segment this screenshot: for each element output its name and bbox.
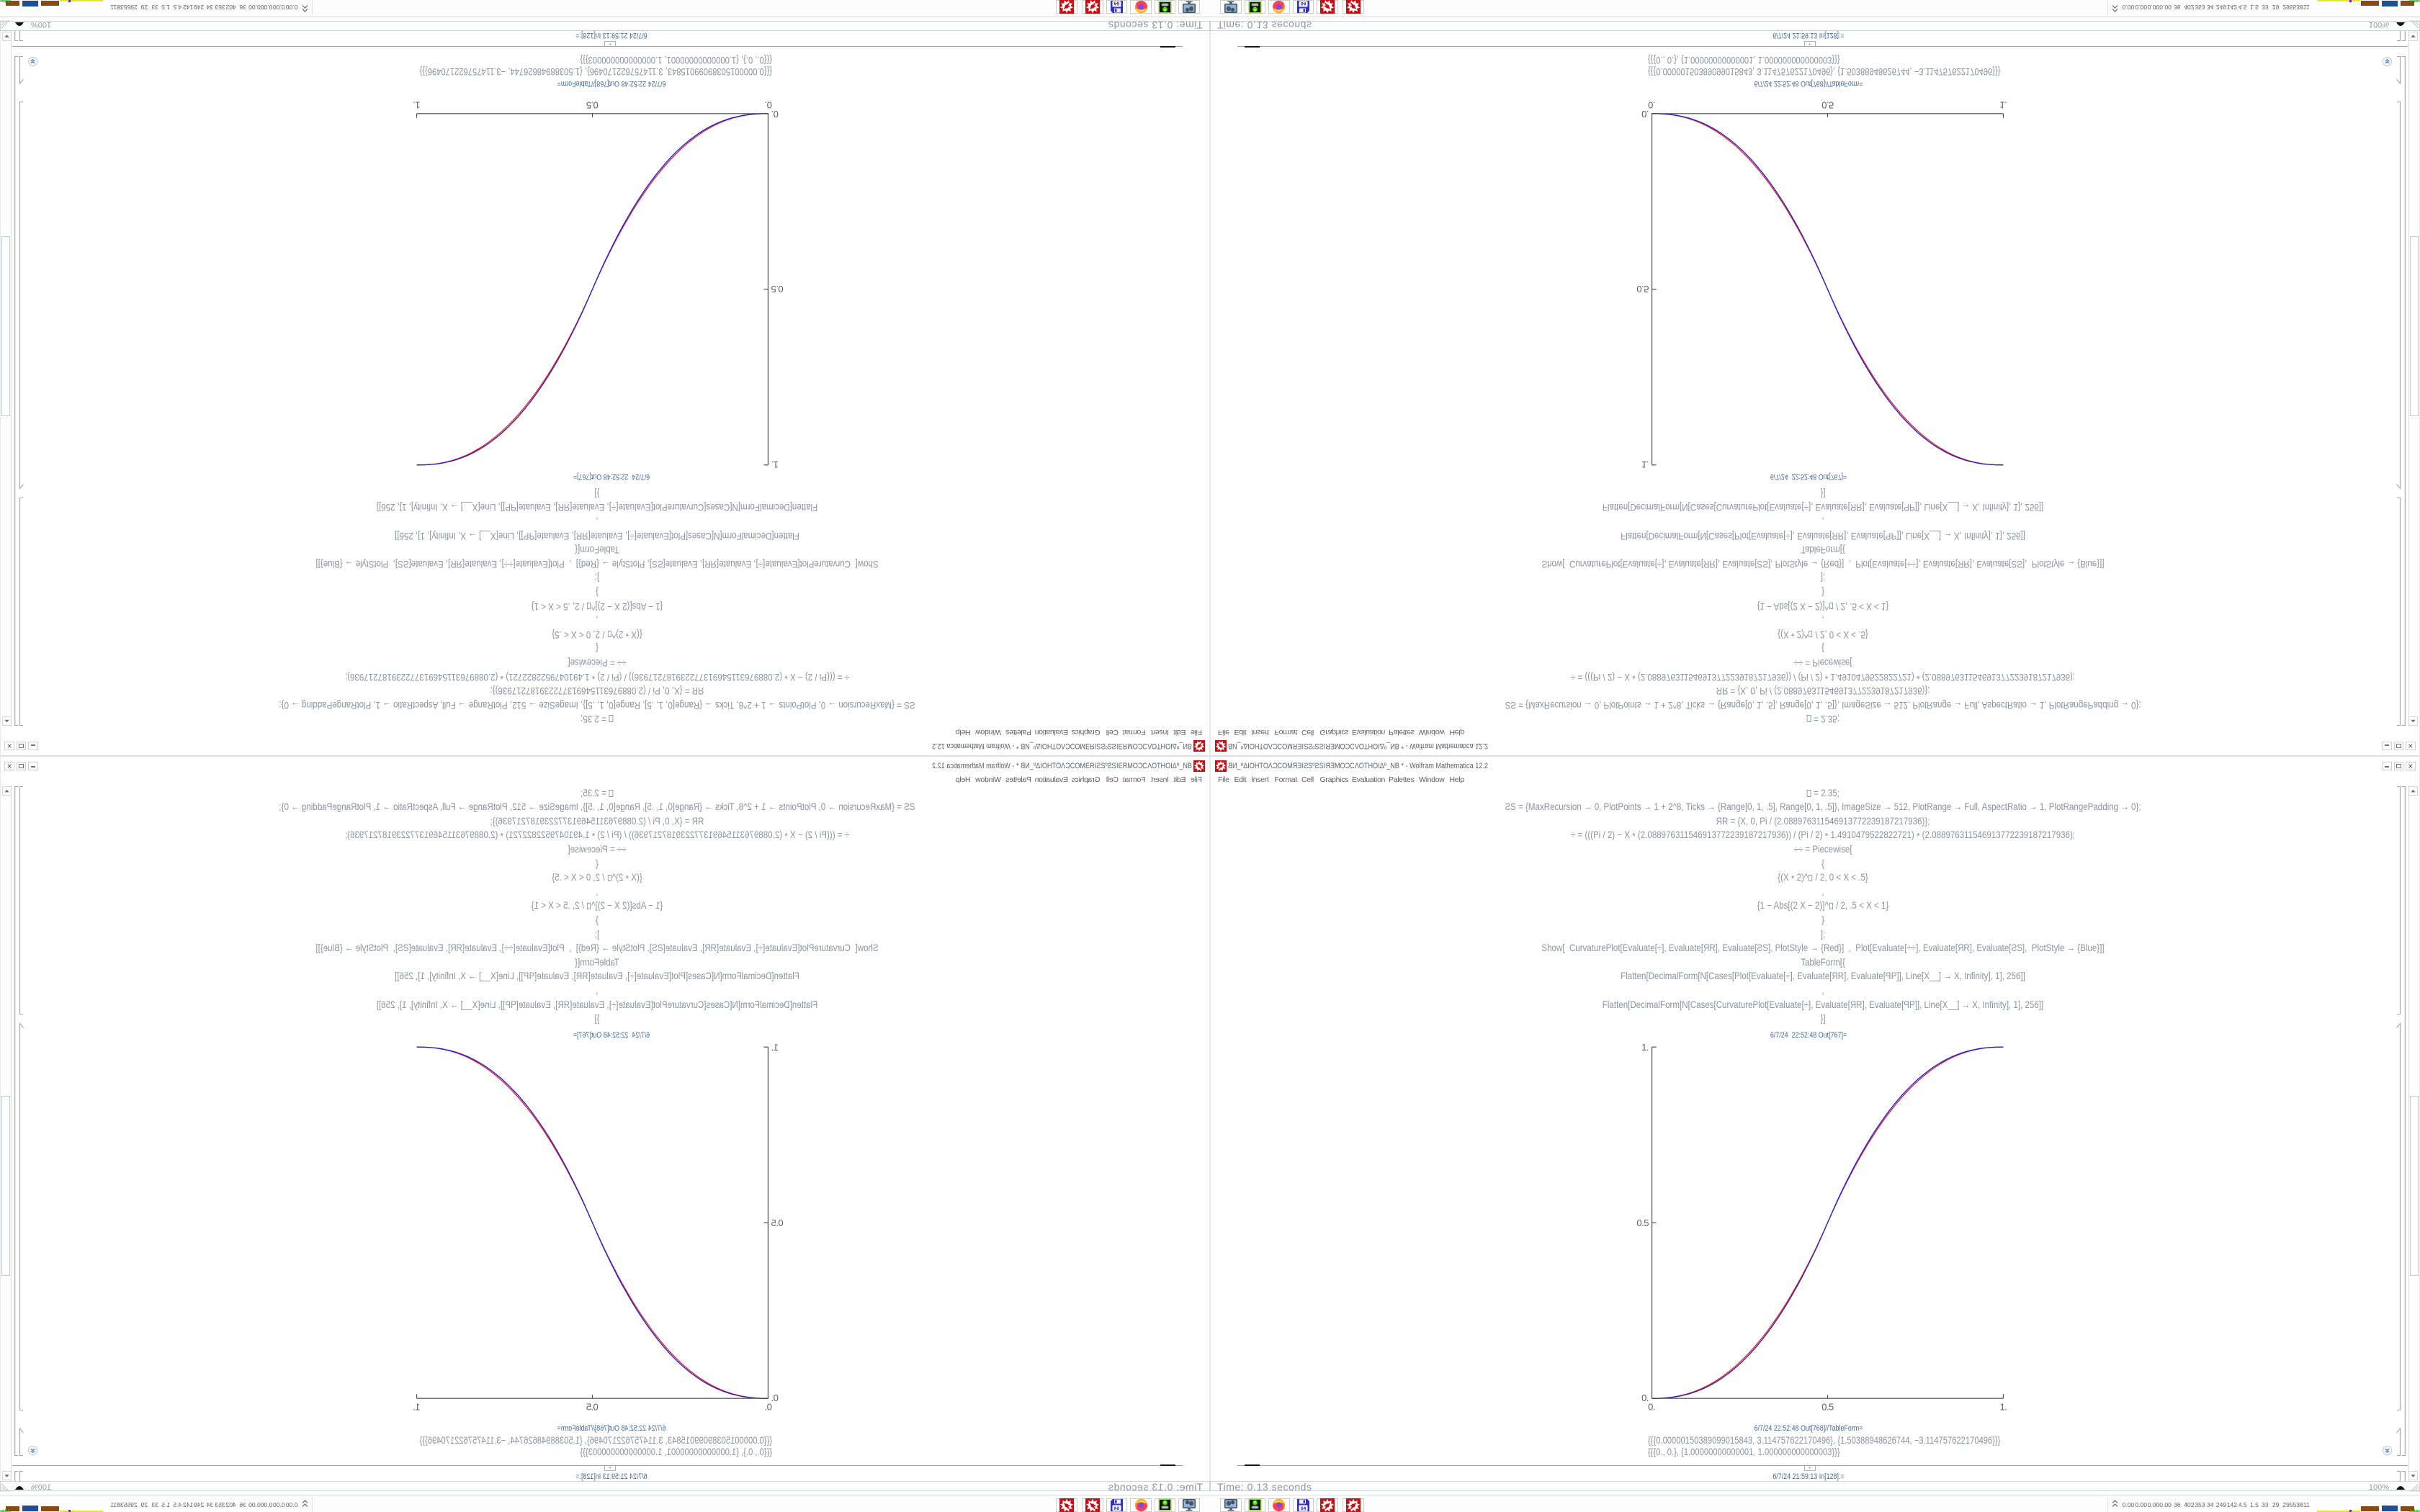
- svg-text:1.: 1.: [771, 1043, 779, 1053]
- svg-text:1.: 1.: [413, 1402, 421, 1413]
- svg-text:1.: 1.: [1999, 100, 2007, 111]
- svg-text:0.: 0.: [765, 1402, 772, 1413]
- svg-text:0.: 0.: [771, 1392, 779, 1403]
- svg-text:0.5: 0.5: [771, 1218, 784, 1228]
- svg-text:64: 64: [1114, 1506, 1120, 1511]
- svg-text:0.5: 0.5: [1636, 284, 1649, 294]
- svg-text:0.5: 0.5: [1636, 1218, 1649, 1228]
- svg-text:0.: 0.: [765, 100, 772, 111]
- svg-text:1.: 1.: [1641, 1043, 1649, 1053]
- svg-text:0.: 0.: [1648, 100, 1655, 111]
- svg-text:0.5: 0.5: [586, 100, 599, 111]
- svg-text:0.: 0.: [771, 109, 779, 120]
- svg-text:0.: 0.: [1641, 1392, 1649, 1403]
- svg-text:0.5: 0.5: [586, 1402, 599, 1413]
- svg-text:0.5: 0.5: [1821, 100, 1834, 111]
- svg-text:0.: 0.: [1641, 109, 1649, 120]
- svg-text:0.: 0.: [1648, 1402, 1655, 1413]
- svg-text:64: 64: [1114, 1, 1120, 6]
- svg-text:1.: 1.: [1641, 459, 1649, 469]
- svg-text:0.5: 0.5: [1821, 1402, 1834, 1413]
- svg-text:1.: 1.: [771, 459, 779, 469]
- svg-text:1.: 1.: [1999, 1402, 2007, 1413]
- svg-text:64: 64: [1301, 1, 1307, 6]
- svg-text:64: 64: [1301, 1506, 1307, 1511]
- svg-text:1.: 1.: [413, 100, 421, 111]
- svg-text:0.5: 0.5: [771, 284, 784, 294]
